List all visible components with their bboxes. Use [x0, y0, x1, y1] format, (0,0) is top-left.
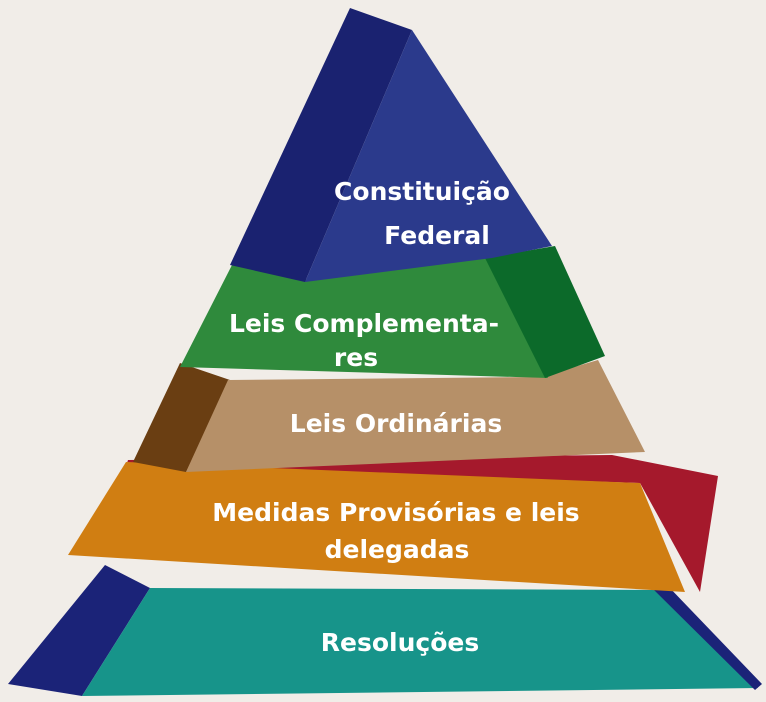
- label-complementares-line2: res: [334, 343, 378, 372]
- label-constituicao: Constituição: [334, 177, 510, 206]
- tier-medidas: Medidas Provisórias e leis delegadas: [68, 455, 718, 592]
- tier-constituicao-front: [305, 30, 552, 282]
- label-medidas: Medidas Provisórias e leis: [212, 498, 579, 527]
- tier-resolucoes-front: [82, 588, 758, 696]
- label-constituicao-line2: Federal: [384, 221, 490, 250]
- tier-ordinarias-front: [186, 360, 645, 472]
- tier-complementares-side: [485, 246, 605, 378]
- label-complementares: Leis Complementa-: [229, 309, 499, 338]
- label-resolucoes: Resoluções: [321, 628, 479, 657]
- tier-resolucoes: Resoluções: [8, 565, 762, 696]
- tier-ordinarias-side: [133, 363, 230, 472]
- tier-complementares: Leis Complementa- res: [180, 246, 605, 378]
- label-medidas-line2: delegadas: [325, 535, 470, 564]
- tier-medidas-front: [68, 462, 685, 592]
- label-ordinarias: Leis Ordinárias: [290, 409, 502, 438]
- tier-resolucoes-side: [8, 565, 150, 696]
- tier-constituicao: Constituição Federal: [230, 8, 552, 282]
- tier-ordinarias: Leis Ordinárias: [133, 360, 645, 472]
- tier-medidas-side: [126, 455, 718, 592]
- tier-complementares-front: [180, 258, 548, 378]
- tier-constituicao-side: [230, 8, 412, 282]
- tier-resolucoes-edge: [650, 584, 762, 690]
